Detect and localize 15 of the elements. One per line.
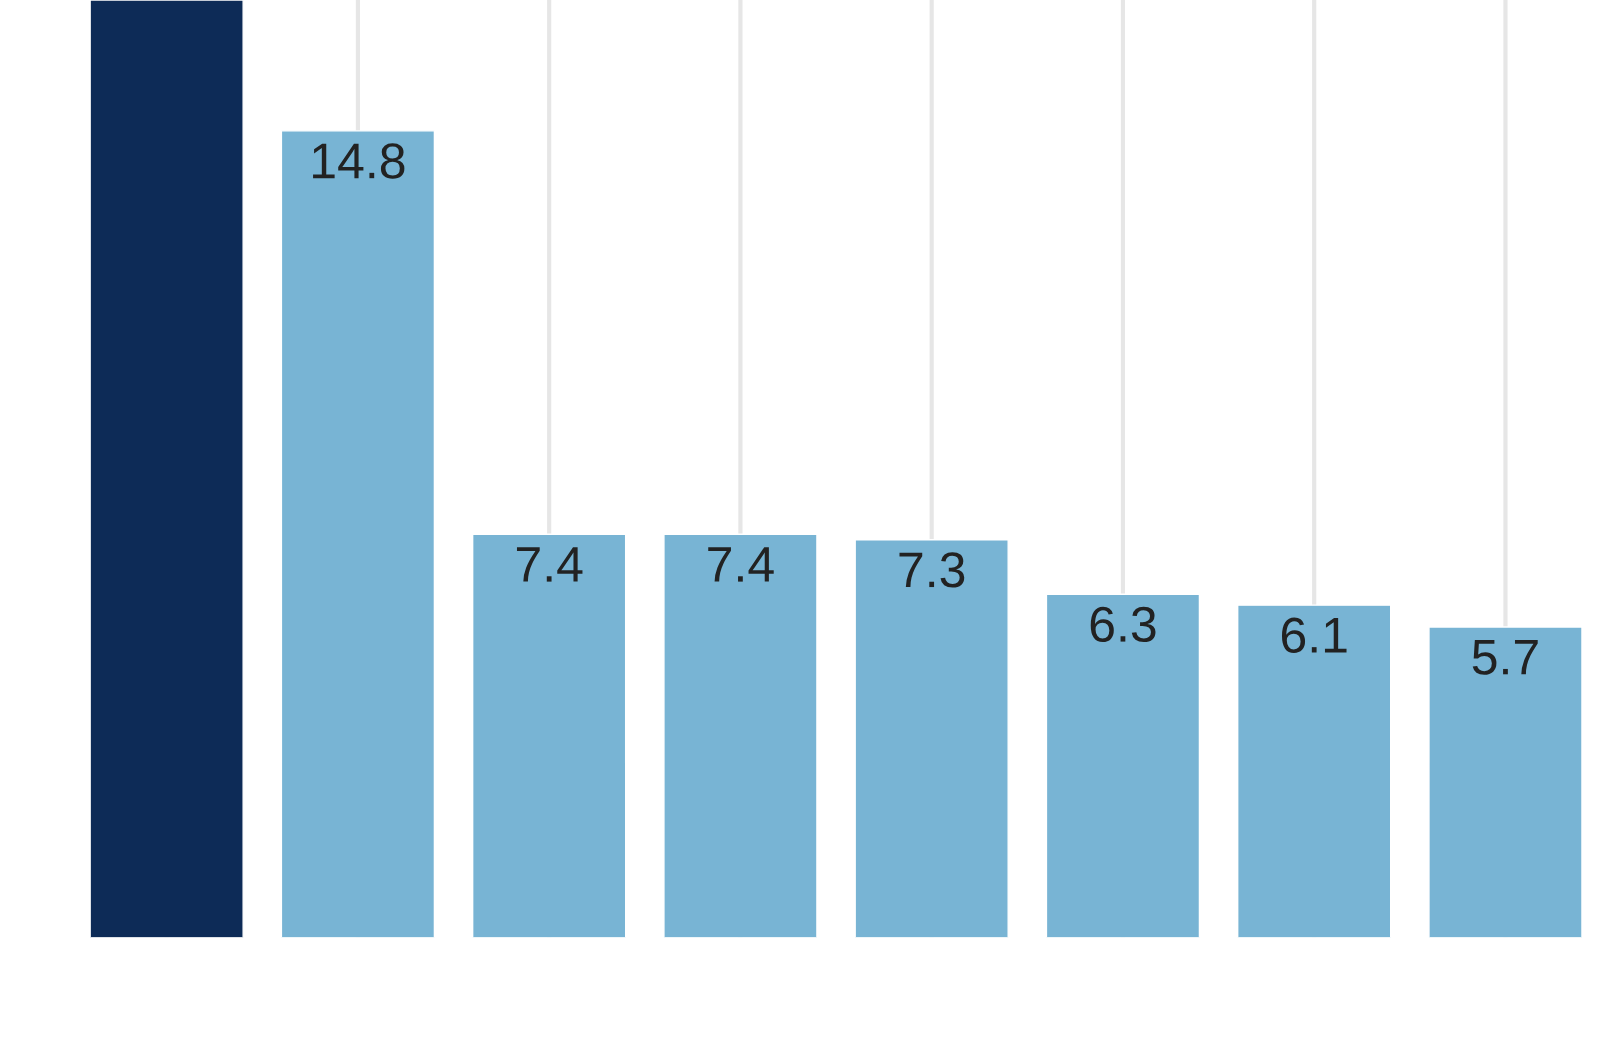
- data-label: 14.8: [313, 143, 405, 179]
- bar: [471, 533, 627, 938]
- data-label: 6.3: [1090, 606, 1156, 643]
- bar: [1428, 626, 1583, 938]
- bar: [854, 539, 1009, 938]
- data-label: 5.7: [1472, 639, 1538, 675]
- bar: [1237, 604, 1392, 938]
- bar: [1045, 593, 1201, 938]
- data-label: 7.4: [708, 547, 774, 582]
- data-label: 7.3: [899, 552, 965, 588]
- bar: [663, 533, 818, 938]
- data-label: 7.4: [516, 547, 583, 582]
- bar: [89, 0, 244, 938]
- data-label: 6.1: [1281, 617, 1347, 653]
- bar: [280, 130, 436, 938]
